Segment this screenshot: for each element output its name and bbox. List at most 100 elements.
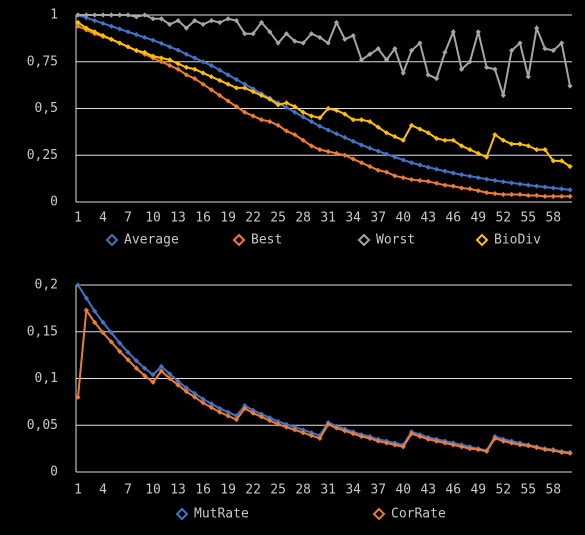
point-marker (333, 425, 340, 431)
x-tick-label: 52 (495, 483, 511, 498)
point-marker (534, 25, 540, 31)
point-marker (408, 176, 415, 183)
point-marker (509, 191, 515, 198)
point-marker (233, 417, 240, 423)
point-marker (383, 169, 390, 175)
point-marker (567, 163, 573, 170)
point-marker (150, 37, 156, 43)
point-marker (433, 438, 440, 444)
point-marker (225, 72, 231, 78)
point-marker (292, 109, 298, 115)
point-marker (308, 143, 315, 149)
point-marker (275, 122, 281, 128)
point-marker (83, 12, 89, 18)
x-tick-label: 40 (395, 483, 411, 498)
point-marker (142, 365, 148, 371)
point-marker (283, 424, 290, 430)
chart: 0 0,05 0,1 0,15 0,2 1 4 7 10 13 16 19 22 25 28 31 34 37 40… (27, 278, 573, 522)
point-marker (342, 152, 348, 158)
point-marker (250, 407, 256, 413)
point-marker (458, 143, 465, 149)
point-marker (125, 44, 131, 50)
point-marker (375, 124, 381, 130)
point-marker (108, 12, 114, 18)
series-line (77, 25, 570, 198)
point-marker (208, 404, 215, 411)
point-marker (175, 66, 181, 72)
x-tick-label: 55 (520, 483, 536, 498)
point-marker (92, 29, 98, 35)
point-marker (517, 442, 523, 448)
point-marker (325, 40, 331, 46)
x-tick-label: 1 (74, 211, 82, 226)
point-marker (475, 175, 481, 181)
point-marker (242, 85, 248, 91)
point-marker (458, 444, 465, 450)
point-marker (225, 409, 231, 415)
point-marker (275, 418, 281, 425)
point-marker (317, 115, 323, 121)
point-marker (559, 40, 565, 46)
point-marker (392, 173, 398, 179)
point-marker (242, 405, 248, 412)
point-marker (125, 12, 131, 18)
point-marker (167, 62, 173, 69)
point-marker (175, 47, 181, 53)
x-tick-label: 40 (395, 211, 411, 226)
point-marker (517, 191, 523, 198)
point-marker (117, 40, 123, 46)
point-marker (83, 25, 89, 31)
point-marker (350, 138, 356, 144)
point-marker (158, 368, 164, 374)
point-marker (350, 117, 356, 123)
point-marker (358, 117, 365, 123)
point-marker (400, 70, 406, 76)
series-line (77, 21, 571, 168)
point-marker (258, 414, 265, 420)
x-tick-label: 58 (545, 483, 561, 498)
point-marker (317, 435, 323, 441)
point-marker (217, 19, 223, 26)
point-marker (250, 410, 256, 416)
point-marker (308, 113, 315, 119)
point-marker (142, 12, 148, 18)
point-marker (117, 26, 123, 32)
point-marker (458, 185, 465, 191)
point-marker (183, 25, 190, 31)
point-marker (417, 177, 423, 184)
point-marker (375, 46, 381, 52)
point-marker (467, 446, 473, 452)
point-marker (208, 74, 215, 80)
point-marker (333, 131, 340, 137)
point-marker (283, 128, 290, 134)
point-marker (283, 104, 290, 111)
point-marker (559, 449, 565, 455)
point-marker (75, 394, 81, 400)
point-marker (342, 111, 348, 117)
point-marker (158, 363, 164, 369)
point-marker (525, 143, 531, 149)
point-marker (450, 183, 456, 189)
point-marker (292, 427, 298, 433)
point-marker (167, 57, 173, 63)
point-marker (283, 421, 290, 427)
point-marker (175, 378, 181, 384)
point-marker (75, 12, 81, 18)
legend-marker (175, 507, 189, 521)
point-marker (392, 46, 398, 52)
point-marker (509, 440, 515, 446)
point-marker (408, 122, 415, 128)
point-marker (192, 390, 198, 397)
point-marker (200, 400, 206, 406)
x-tick-label: 4 (99, 211, 107, 226)
point-marker (425, 178, 431, 185)
point-marker (175, 18, 181, 24)
point-marker (167, 44, 173, 50)
x-tick-label: 4 (99, 483, 107, 498)
point-marker (158, 16, 164, 22)
legend-label: MutRate (194, 507, 249, 522)
point-marker (375, 438, 381, 444)
point-marker (467, 147, 473, 153)
point-marker (367, 145, 373, 151)
point-marker (333, 19, 340, 26)
